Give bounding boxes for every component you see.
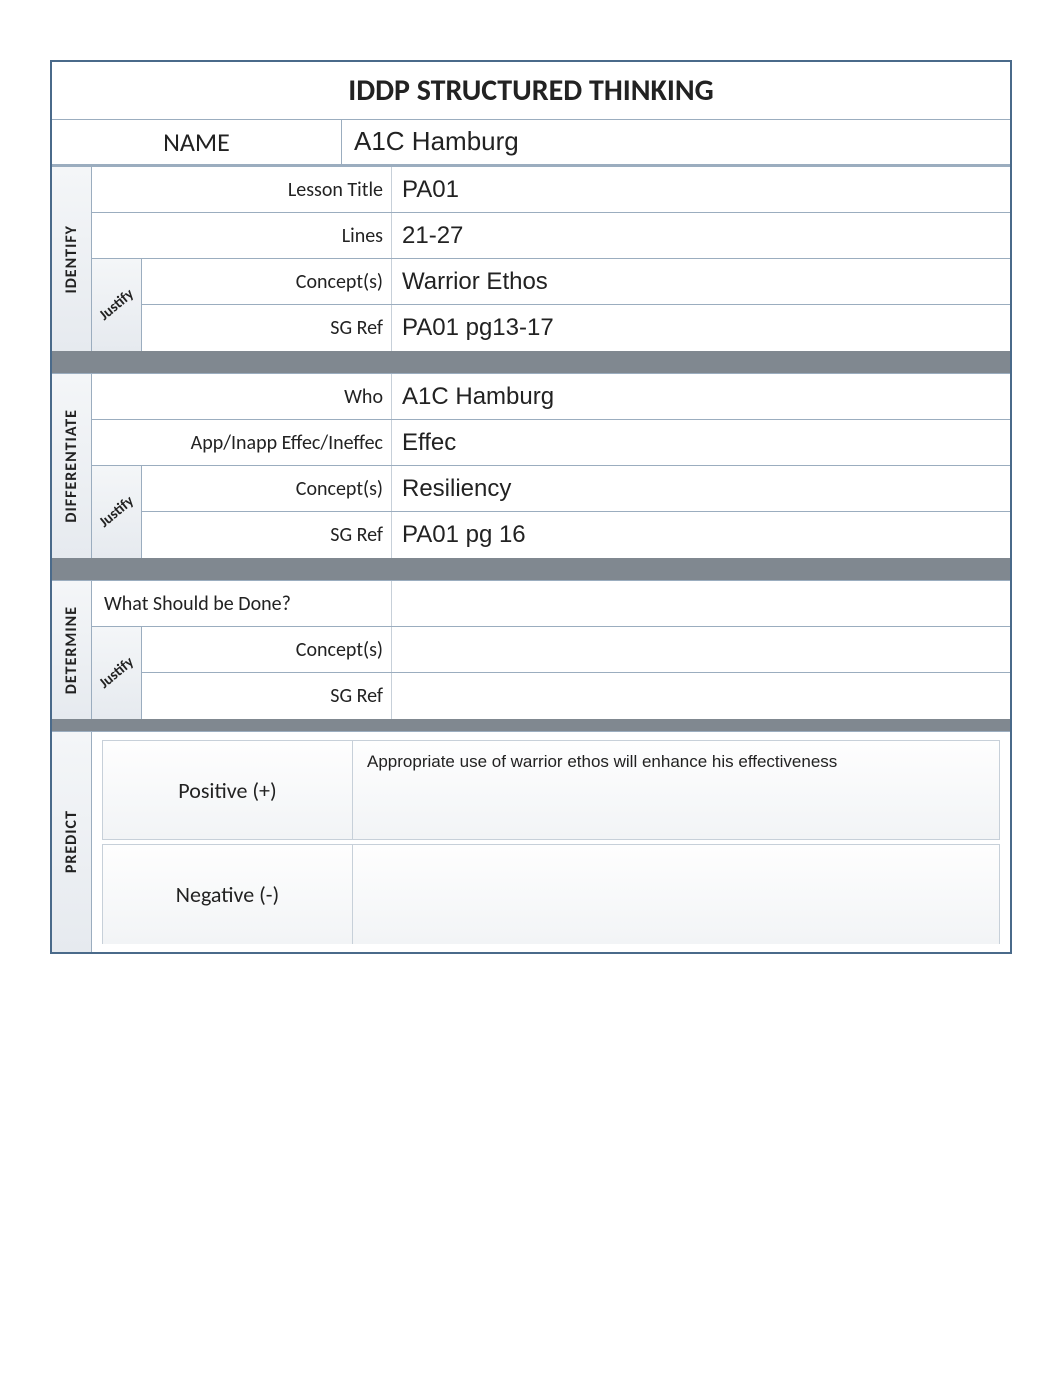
identify-lines-value: 21-27: [392, 213, 1010, 258]
identify-lesson-title-value: PA01: [392, 167, 1010, 212]
justify-label-3: Justify: [96, 653, 138, 692]
justify-tab-identify: Justify: [92, 259, 142, 351]
tab-differentiate: DIFFERENTIATE: [52, 374, 92, 558]
diff-who-value: A1C Hamburg: [392, 374, 1010, 419]
det-sgref-value: [392, 673, 1010, 719]
name-label: NAME: [52, 120, 342, 164]
diff-sgref-label: SG Ref: [142, 512, 392, 558]
tab-differentiate-label: DIFFERENTIATE: [62, 409, 81, 523]
section-predict: PREDICT Positive (+) Appropriate use of …: [52, 731, 1010, 952]
name-row: NAME A1C Hamburg: [52, 120, 1010, 166]
form-container: IDDP STRUCTURED THINKING NAME A1C Hambur…: [50, 60, 1012, 954]
justify-label: Justify: [96, 285, 138, 324]
diff-app-value: Effec: [392, 420, 1010, 465]
diff-concepts-label: Concept(s): [142, 466, 392, 511]
identify-lesson-title-label: Lesson Title: [92, 167, 392, 212]
predict-negative-label: Negative (-): [103, 845, 353, 944]
divider: [52, 558, 1010, 580]
divider: [52, 351, 1010, 373]
diff-sgref-value: PA01 pg 16: [392, 512, 1010, 558]
tab-identify: IDENTIFY: [52, 167, 92, 351]
justify-label-2: Justify: [96, 492, 138, 531]
predict-negative-value: [353, 845, 999, 944]
name-value: A1C Hamburg: [342, 120, 1010, 164]
justify-tab-diff: Justify: [92, 466, 142, 558]
diff-concepts-value: Resiliency: [392, 466, 1010, 511]
identify-sgref-label: SG Ref: [142, 305, 392, 351]
section-identify: IDENTIFY Lesson Title PA01 Lines 21-27 J…: [52, 166, 1010, 351]
predict-positive-label: Positive (+): [103, 741, 353, 839]
det-what-label: What Should be Done?: [92, 581, 392, 626]
form-title: IDDP STRUCTURED THINKING: [52, 62, 1010, 120]
section-determine: DETERMINE What Should be Done? Justify C…: [52, 580, 1010, 719]
det-concepts-label: Concept(s): [142, 627, 392, 672]
tab-predict-label: PREDICT: [62, 810, 81, 873]
tab-predict: PREDICT: [52, 732, 92, 952]
tab-determine-label: DETERMINE: [62, 606, 81, 694]
justify-tab-det: Justify: [92, 627, 142, 719]
det-concepts-value: [392, 627, 1010, 672]
predict-positive-value: Appropriate use of warrior ethos will en…: [353, 741, 999, 839]
det-sgref-label: SG Ref: [142, 673, 392, 719]
identify-lines-label: Lines: [92, 213, 392, 258]
det-what-value: [392, 581, 1010, 626]
tab-determine: DETERMINE: [52, 581, 92, 719]
section-differentiate: DIFFERENTIATE Who A1C Hamburg App/Inapp …: [52, 373, 1010, 558]
diff-app-label: App/Inapp Effec/Ineffec: [92, 420, 392, 465]
diff-who-label: Who: [92, 374, 392, 419]
identify-sgref-value: PA01 pg13-17: [392, 305, 1010, 351]
identify-concepts-label: Concept(s): [142, 259, 392, 304]
tab-identify-label: IDENTIFY: [62, 225, 81, 294]
divider: [52, 719, 1010, 731]
identify-concepts-value: Warrior Ethos: [392, 259, 1010, 304]
